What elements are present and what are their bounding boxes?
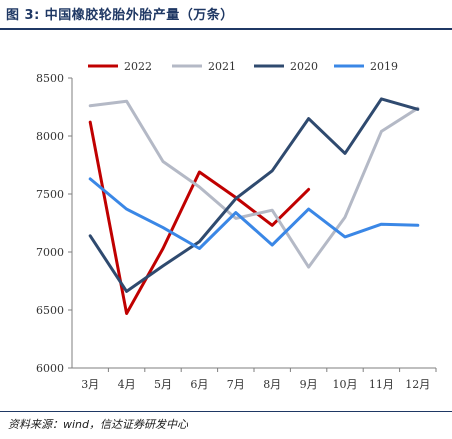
y-tick-label: 6500 xyxy=(36,304,64,317)
y-tick-label: 7000 xyxy=(36,246,64,259)
legend-label-2019: 2019 xyxy=(370,60,398,73)
legend-label-2021: 2021 xyxy=(208,60,236,73)
x-tick-label: 11月 xyxy=(369,378,394,391)
x-tick-label: 12月 xyxy=(405,378,430,391)
x-tick-label: 10月 xyxy=(333,378,358,391)
series-line-2020 xyxy=(88,97,420,293)
series-line-2019 xyxy=(88,177,420,250)
y-tick-label: 7500 xyxy=(36,188,64,201)
x-tick-label: 8月 xyxy=(263,378,281,391)
x-tick-label: 7月 xyxy=(227,378,245,391)
series-line-2022 xyxy=(88,120,311,315)
figure-title: 图 3: 中国橡胶轮胎外胎产量（万条） xyxy=(6,8,234,23)
x-tick-label: 3月 xyxy=(81,378,99,391)
y-tick-label: 6000 xyxy=(36,362,64,375)
source-note: 资料来源：wind，信达证券研发中心 xyxy=(8,418,189,431)
source-divider xyxy=(0,411,452,412)
x-tick-label: 4月 xyxy=(118,378,136,391)
legend-label-2022: 2022 xyxy=(124,60,152,73)
chart-axes: 6000 6500 7000 7500 8000 8500 3月 4月 5月 6月 7月 8月 9月 10… xyxy=(36,72,437,391)
x-tick-label: 9月 xyxy=(300,378,318,391)
chart-legend: 2022 2021 2020 2019 xyxy=(88,60,398,73)
legend-label-2020: 2020 xyxy=(290,60,318,73)
x-tick-label: 6月 xyxy=(190,378,208,391)
series-line-2021 xyxy=(88,99,420,269)
y-tick-label: 8500 xyxy=(36,72,64,85)
chart-series xyxy=(88,97,420,315)
x-tick-label: 5月 xyxy=(154,378,172,391)
y-tick-label: 8000 xyxy=(36,130,64,143)
title-divider xyxy=(0,28,452,30)
